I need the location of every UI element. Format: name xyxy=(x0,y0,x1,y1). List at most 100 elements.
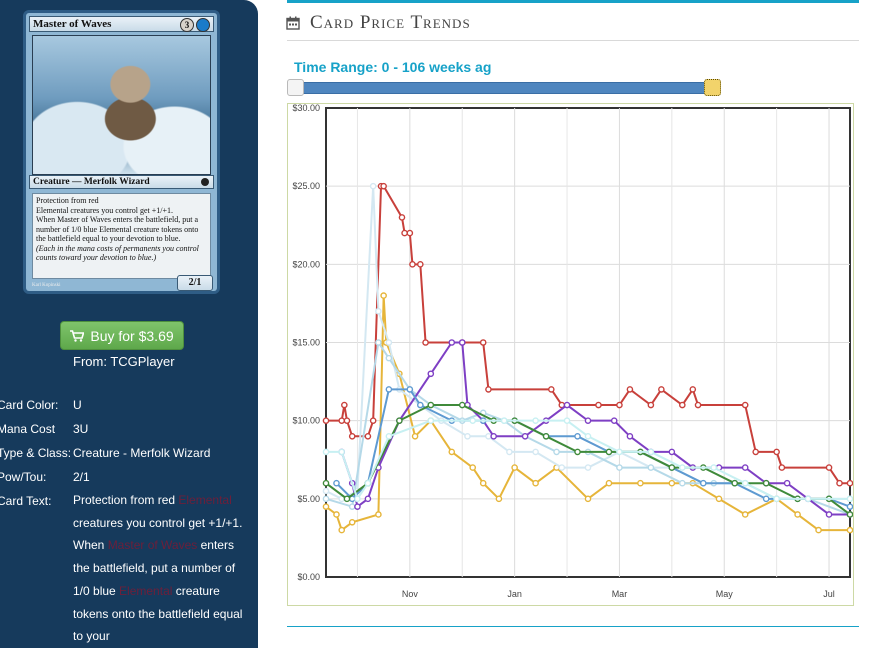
x-tick-label: Jan xyxy=(507,589,522,599)
price-point xyxy=(794,511,801,518)
price-point xyxy=(348,432,356,440)
price-point xyxy=(616,401,623,409)
y-tick-label: $10.00 xyxy=(292,416,320,426)
price-point xyxy=(532,417,539,424)
price-point xyxy=(710,464,718,471)
calendar-icon xyxy=(286,16,300,30)
top-divider xyxy=(287,0,859,3)
card-frame: Master of Waves 3 Creature — Merfolk Wiz… xyxy=(26,13,217,291)
price-point xyxy=(458,339,466,346)
price-point xyxy=(679,479,686,487)
price-point xyxy=(322,503,330,510)
card-artwork xyxy=(32,35,211,175)
price-point xyxy=(553,448,560,456)
price-point xyxy=(825,511,833,518)
price-point xyxy=(846,503,853,510)
price-point xyxy=(348,518,356,526)
price-point xyxy=(741,479,749,487)
price-point xyxy=(741,464,749,471)
price-point xyxy=(574,448,581,456)
price-point xyxy=(385,432,393,440)
price-point xyxy=(558,464,566,471)
card-name: Master of Waves xyxy=(33,18,112,30)
price-point xyxy=(804,495,812,503)
price-point xyxy=(479,479,487,487)
price-point xyxy=(626,432,634,440)
card-text-fragment: creatures you control get +1/+1. When xyxy=(73,515,243,553)
price-point xyxy=(469,464,477,471)
price-point xyxy=(532,479,539,487)
y-tick-label: $30.00 xyxy=(292,104,320,113)
price-point xyxy=(333,511,340,518)
price-point xyxy=(584,464,592,471)
price-point xyxy=(584,495,592,503)
y-tick-label: $5.00 xyxy=(297,494,320,504)
price-point xyxy=(626,386,634,393)
card-rules-line: Protection from red xyxy=(36,196,99,205)
detail-row-pow: Pow/Tou: 2/1 xyxy=(0,470,258,494)
slider-handle-end[interactable] xyxy=(704,79,721,96)
price-point xyxy=(448,339,456,346)
price-point xyxy=(563,417,571,424)
mana-blue-icon xyxy=(196,18,210,32)
price-point xyxy=(485,386,492,393)
price-point xyxy=(427,417,435,424)
price-point xyxy=(584,417,592,424)
mana-generic-icon: 3 xyxy=(180,18,194,32)
price-point xyxy=(385,354,393,362)
price-point xyxy=(511,464,518,471)
time-range-slider[interactable] xyxy=(287,79,721,96)
price-point xyxy=(406,386,414,393)
price-point xyxy=(825,464,833,471)
price-point xyxy=(506,448,513,456)
price-point xyxy=(375,339,382,346)
elemental-link[interactable]: Elemental xyxy=(119,583,173,598)
card-text-fragment: enters the battlefield, put a number of … xyxy=(73,538,236,598)
price-point xyxy=(658,386,665,393)
card-rules-text: Protection from red Elemental creatures … xyxy=(32,193,211,279)
master-of-waves-link[interactable]: Master of Waves xyxy=(107,538,198,553)
set-symbol-icon xyxy=(201,178,209,186)
x-tick-label: Jul xyxy=(823,589,835,599)
price-point xyxy=(699,479,707,487)
price-point xyxy=(485,432,492,440)
price-point xyxy=(647,464,655,471)
card-sidebar: Master of Waves 3 Creature — Merfolk Wiz… xyxy=(0,0,258,648)
price-point xyxy=(322,479,330,487)
x-tick-label: Mar xyxy=(612,589,628,599)
detail-row-color: Card Color: U xyxy=(0,398,258,422)
price-point xyxy=(616,448,623,456)
detail-key: Card Color: xyxy=(0,398,59,412)
price-point xyxy=(815,526,822,534)
section-header: Card Price Trends xyxy=(286,11,471,35)
detail-key: Pow/Tou: xyxy=(0,470,47,484)
price-point xyxy=(741,401,749,409)
price-point xyxy=(783,479,791,487)
detail-value: Creature - Merfolk Wizard xyxy=(73,446,211,460)
slider-handle-start[interactable] xyxy=(287,79,304,96)
price-point xyxy=(338,526,346,534)
buy-button[interactable]: Buy for $3.69 xyxy=(60,321,184,350)
price-point xyxy=(715,495,723,503)
price-point xyxy=(836,479,843,487)
price-point xyxy=(406,229,414,237)
price-point xyxy=(668,464,676,471)
buy-button-label: Buy for $3.69 xyxy=(90,327,174,344)
x-tick-label: Nov xyxy=(402,589,419,599)
card-type-bar: Creature — Merfolk Wizard xyxy=(29,175,214,189)
card-reminder-text: (Each in the mana costs of permanents yo… xyxy=(36,243,199,263)
price-chart: $0.00 $5.00 $10.00 $15.00 $20.00 $25.00 $30.00… xyxy=(287,103,854,606)
price-point xyxy=(637,479,644,487)
y-tick-label: $15.00 xyxy=(292,338,320,348)
elemental-link[interactable]: Elemental xyxy=(178,493,232,507)
detail-value: U xyxy=(73,398,82,412)
price-point xyxy=(343,495,351,503)
price-point xyxy=(752,448,759,456)
price-point xyxy=(500,417,508,424)
price-point xyxy=(427,401,435,409)
price-point xyxy=(322,487,330,495)
price-point xyxy=(375,307,382,315)
price-point xyxy=(348,503,356,510)
y-tick-label: $20.00 xyxy=(292,259,320,269)
price-point xyxy=(647,448,655,456)
